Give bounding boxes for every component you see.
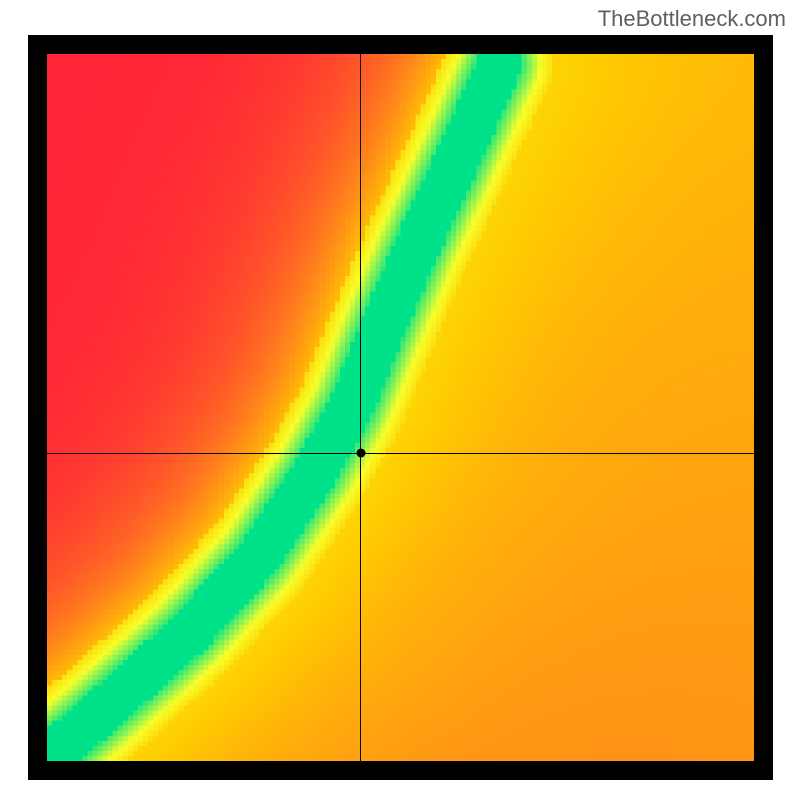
crosshair-horizontal	[47, 453, 754, 454]
watermark-text: TheBottleneck.com	[598, 6, 786, 32]
heatmap-plot	[47, 54, 754, 761]
heatmap-canvas	[47, 54, 754, 761]
marker-dot	[356, 449, 365, 458]
crosshair-vertical	[360, 54, 361, 761]
